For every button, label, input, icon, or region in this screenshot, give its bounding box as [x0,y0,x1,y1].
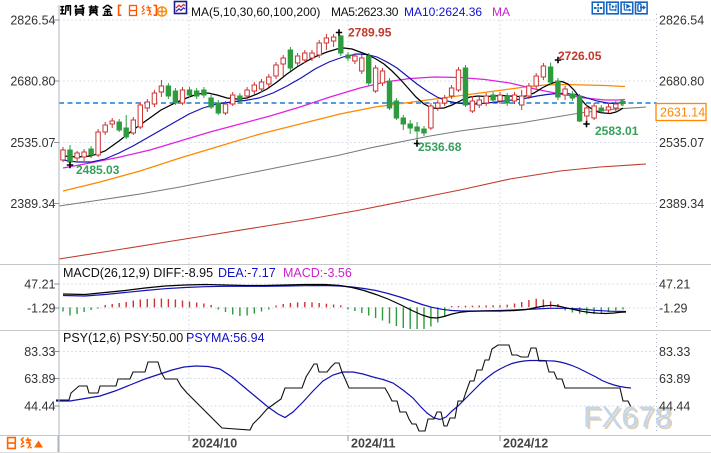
svg-text:2826.54: 2826.54 [10,14,55,28]
svg-text:MA: MA [492,5,510,19]
svg-text:2389.34: 2389.34 [659,197,704,211]
svg-text:2535.07: 2535.07 [10,136,55,150]
svg-text:FX678: FX678 [585,403,673,436]
svg-text:PSYMA:56.94: PSYMA:56.94 [186,331,265,345]
svg-text:44.44: 44.44 [24,400,55,414]
svg-text:2389.34: 2389.34 [10,197,55,211]
svg-text:-1.29: -1.29 [659,302,688,316]
svg-text:2680.80: 2680.80 [10,75,55,89]
svg-text:2789.95: 2789.95 [348,26,392,40]
svg-text:47.21: 47.21 [659,278,690,292]
svg-text:2536.68: 2536.68 [418,140,462,154]
svg-text:PSY(12,6) PSY:50.00: PSY(12,6) PSY:50.00 [63,331,183,345]
svg-text:MACD(26,12,9) DIFF:-8.95: MACD(26,12,9) DIFF:-8.95 [63,266,213,280]
svg-text:63.89: 63.89 [659,372,690,386]
svg-text:DEA:-7.17: DEA:-7.17 [218,266,276,280]
svg-text:-1.29: -1.29 [27,302,56,316]
svg-text:2680.80: 2680.80 [659,75,704,89]
svg-text:2024/10: 2024/10 [192,437,237,451]
svg-text:2826.54: 2826.54 [659,14,704,28]
svg-text:2024/12: 2024/12 [503,437,548,451]
svg-text:2024/11: 2024/11 [351,437,396,451]
svg-text:2631.14: 2631.14 [660,106,705,120]
svg-text:MA5:2623.30: MA5:2623.30 [331,5,399,19]
svg-text:63.89: 63.89 [24,372,55,386]
svg-text:2535.07: 2535.07 [659,136,704,150]
svg-text:83.33: 83.33 [659,345,690,359]
svg-text:MA(5,10,30,60,100,200): MA(5,10,30,60,100,200) [191,5,320,19]
svg-text:2583.01: 2583.01 [595,124,639,138]
svg-text:83.33: 83.33 [24,345,55,359]
svg-text:44.44: 44.44 [659,400,690,414]
svg-text:MACD:-3.56: MACD:-3.56 [283,266,352,280]
svg-text:2485.03: 2485.03 [76,163,120,177]
svg-text:MA10:2624.36: MA10:2624.36 [404,5,482,19]
svg-text:FX678: FX678 [583,401,671,434]
svg-text:47.21: 47.21 [24,278,55,292]
svg-text:2726.05: 2726.05 [558,49,602,63]
